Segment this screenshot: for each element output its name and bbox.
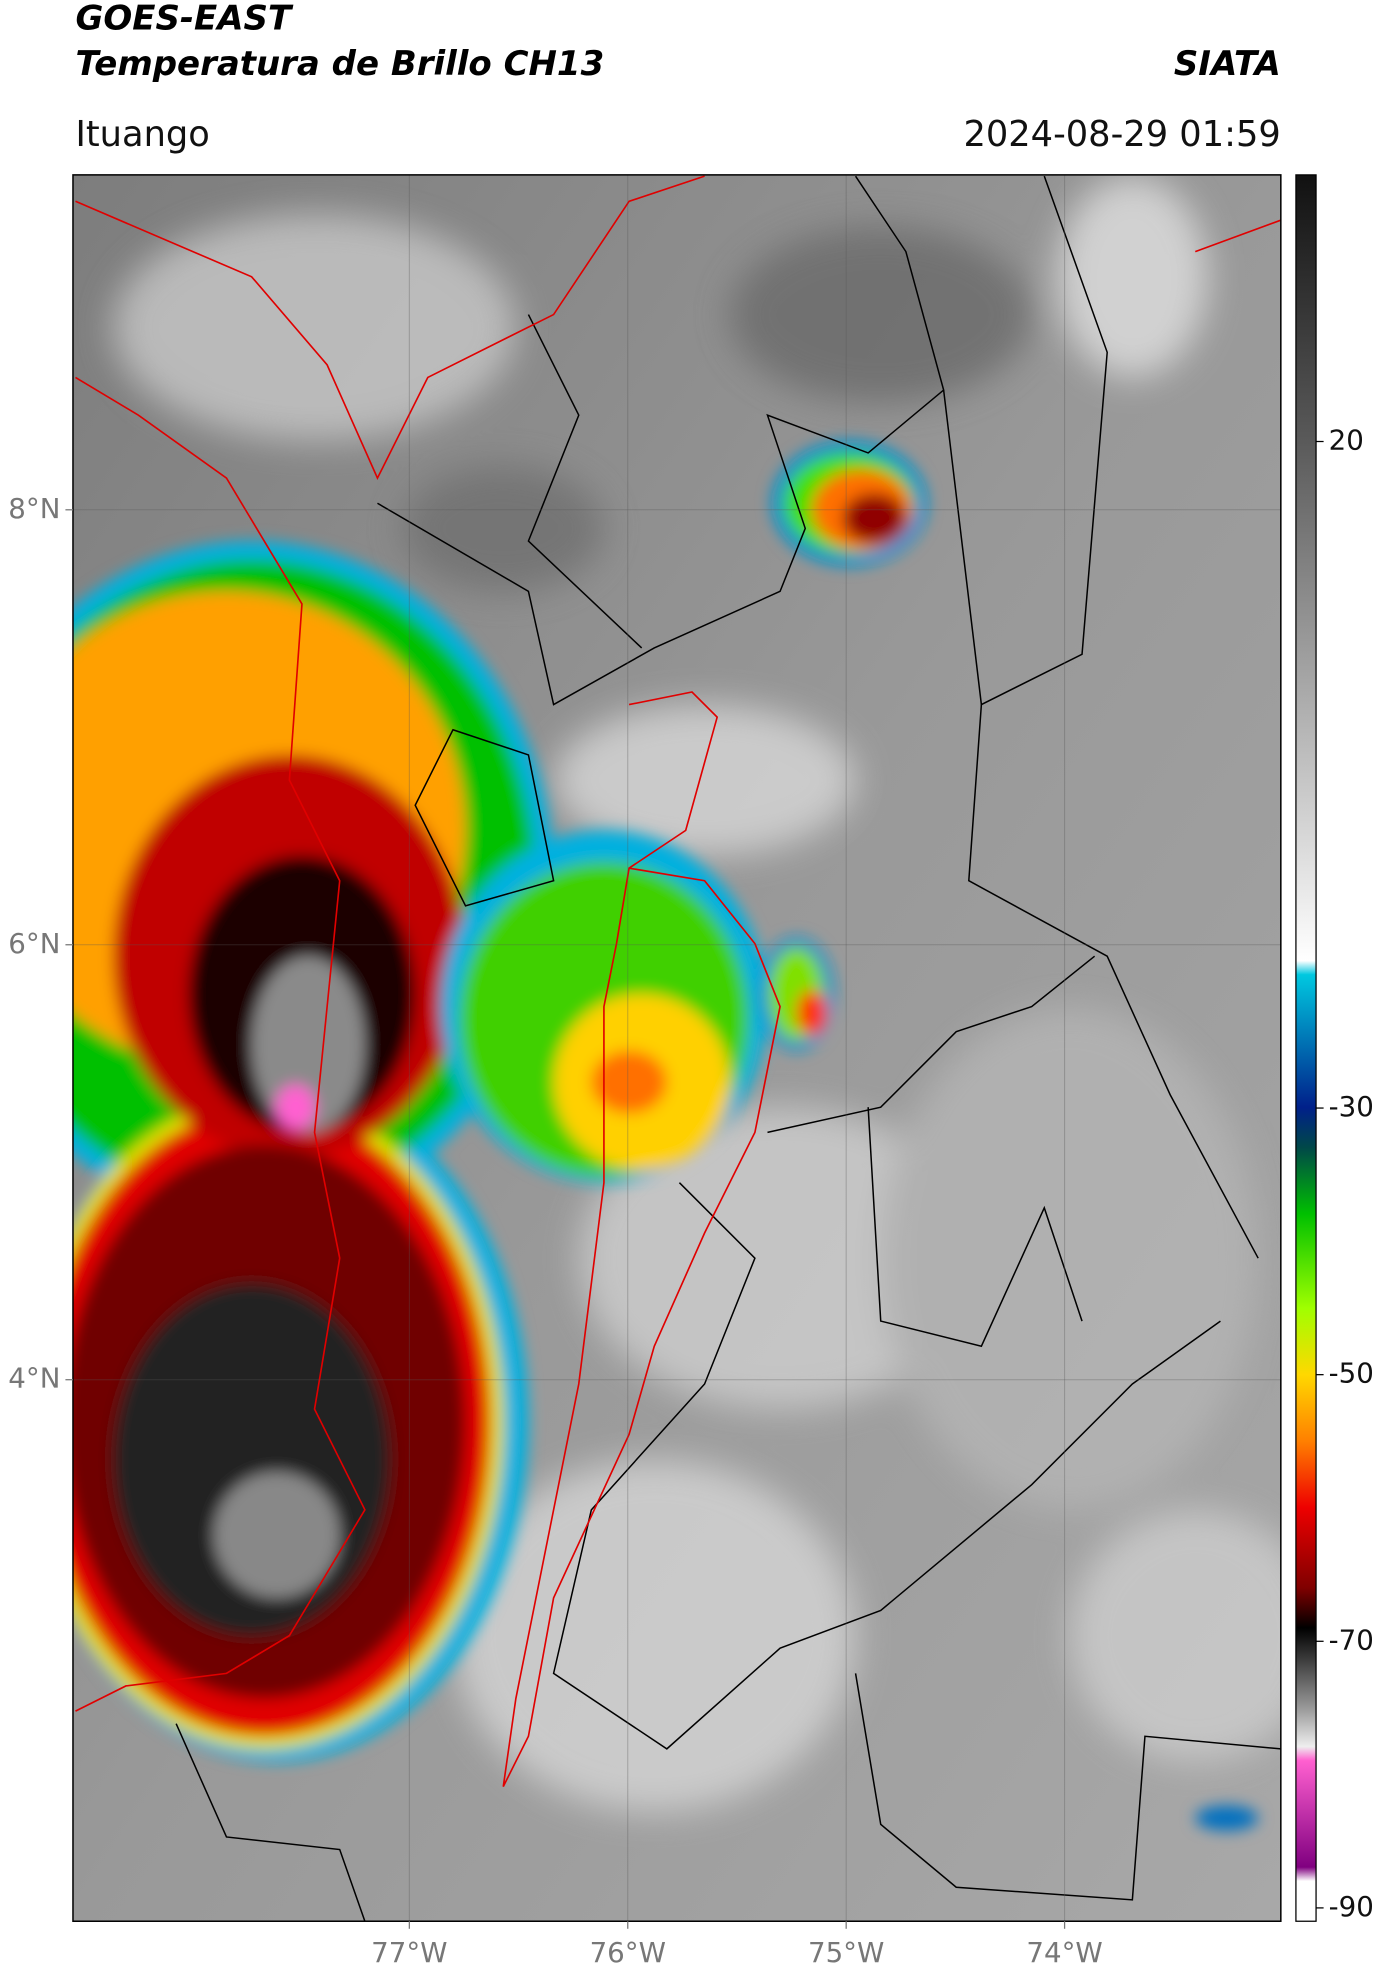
map-frame [72, 174, 1282, 1922]
colorbar-tick-label: 20 [1329, 424, 1364, 457]
colorbar-tick-label: -30 [1329, 1090, 1374, 1123]
subtitle: Temperatura de Brillo CH13 [75, 44, 604, 84]
lon-tick-label: 77°W [371, 1936, 447, 1969]
borders [175, 175, 1281, 1922]
lat-tick-label: 4°N [8, 1362, 60, 1395]
lat-tick-label: 8°N [8, 492, 60, 525]
colorbar-tick-label: -90 [1329, 1890, 1374, 1923]
lon-tick-label: 75°W [808, 1936, 884, 1969]
title: GOES-EAST [75, 0, 293, 39]
datetime: 2024-08-29 01:59 [963, 114, 1280, 155]
lat-tick-label: 6°N [8, 927, 60, 960]
location: Ituango [75, 114, 209, 155]
lon-tick-label: 76°W [590, 1936, 666, 1969]
region-borders [75, 175, 1281, 1787]
gridlines [72, 174, 1281, 1922]
source: SIATA [1174, 44, 1281, 84]
satellite-image [72, 174, 1281, 1922]
colorbar [1295, 174, 1317, 1922]
lon-tick-label: 74°W [1026, 1936, 1102, 1969]
colorbar-tick-label: -70 [1329, 1623, 1374, 1656]
colorbar-tick-label: -50 [1329, 1357, 1374, 1390]
